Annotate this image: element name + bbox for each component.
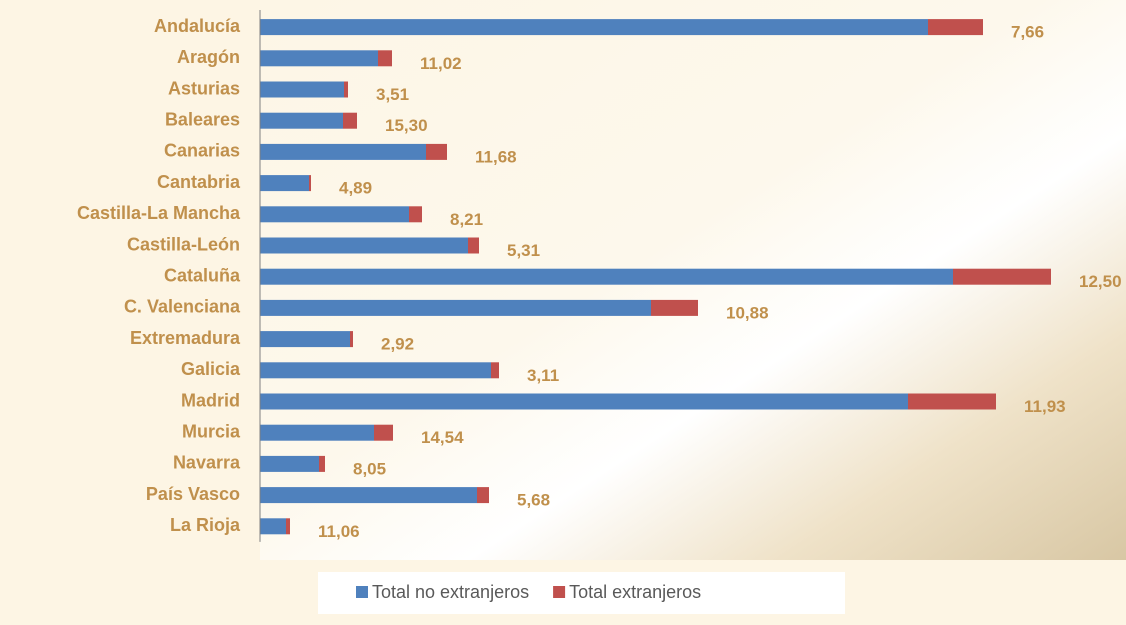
data-label: 8,21 [450, 210, 483, 229]
category-label: Castilla-León [127, 234, 240, 254]
data-label: 12,50 [1079, 272, 1122, 291]
bar-segment [319, 455, 325, 472]
bar-segment [260, 455, 319, 472]
bar-segment [260, 206, 409, 223]
data-label: 11,06 [318, 522, 360, 541]
category-label: Madrid [181, 390, 240, 410]
bar-segment [491, 362, 499, 379]
data-label: 3,11 [527, 366, 559, 385]
bar-segment [260, 237, 468, 254]
bar-segment [260, 487, 477, 504]
data-label: 5,31 [507, 241, 540, 260]
data-label: 7,66 [1011, 23, 1044, 42]
data-label: 5,68 [517, 491, 550, 510]
bar-segment [260, 50, 378, 67]
bar-segment [260, 393, 908, 410]
bar-segment [260, 362, 491, 379]
category-label: Navarra [173, 453, 241, 473]
category-label: Galicia [181, 359, 241, 379]
bar-segment [378, 50, 392, 67]
data-label: 4,89 [339, 179, 372, 198]
data-label: 11,93 [1024, 397, 1066, 416]
bar-segment [343, 112, 357, 129]
category-label: Aragón [177, 47, 240, 67]
category-label: C. Valenciana [124, 297, 241, 317]
bar-segment [260, 175, 309, 192]
bar-segment [953, 268, 1051, 285]
data-label: 15,30 [385, 116, 428, 135]
bar-segment [477, 487, 489, 504]
category-label: Baleares [165, 109, 240, 129]
data-label: 10,88 [726, 303, 769, 322]
bar-segment [928, 19, 983, 36]
bar-segment [260, 331, 350, 348]
category-label: Asturias [168, 78, 240, 98]
bar-segment [260, 424, 374, 441]
category-label: País Vasco [146, 484, 240, 504]
category-label: Murcia [182, 421, 241, 441]
data-label: 11,02 [420, 54, 462, 73]
bar-segment [908, 393, 996, 410]
legend-label: Total no extranjeros [372, 582, 529, 602]
data-label: 2,92 [381, 335, 414, 354]
bar-segment [468, 237, 479, 254]
bar-segment [344, 81, 348, 98]
data-label: 3,51 [376, 85, 409, 104]
data-label: 8,05 [353, 459, 386, 478]
bar-segment [260, 268, 953, 285]
legend-box [318, 572, 845, 614]
category-label: Castilla-La Mancha [77, 203, 241, 223]
bar-segment [260, 518, 286, 535]
bar-segment [260, 81, 344, 98]
bar-segment [651, 299, 698, 316]
bar-segment [409, 206, 422, 223]
bar-segment [426, 143, 447, 160]
category-label: Andalucía [154, 16, 241, 36]
category-label: Extremadura [130, 328, 241, 348]
bar-segment [260, 112, 343, 129]
category-label: Canarias [164, 141, 240, 161]
category-label: Cantabria [157, 172, 241, 192]
data-label: 11,68 [475, 147, 517, 166]
bar-segment [309, 175, 311, 192]
legend-swatch [356, 586, 368, 598]
legend-label: Total extranjeros [569, 582, 701, 602]
data-label: 14,54 [421, 428, 464, 447]
bar-segment [260, 143, 426, 160]
bar-segment [286, 518, 290, 535]
legend-swatch [553, 586, 566, 598]
bar-segment [260, 299, 651, 316]
bar-segment [374, 424, 393, 441]
bar-segment [260, 19, 928, 36]
category-label: La Rioja [170, 515, 241, 535]
category-label: Cataluña [164, 265, 241, 285]
bar-segment [350, 331, 353, 348]
